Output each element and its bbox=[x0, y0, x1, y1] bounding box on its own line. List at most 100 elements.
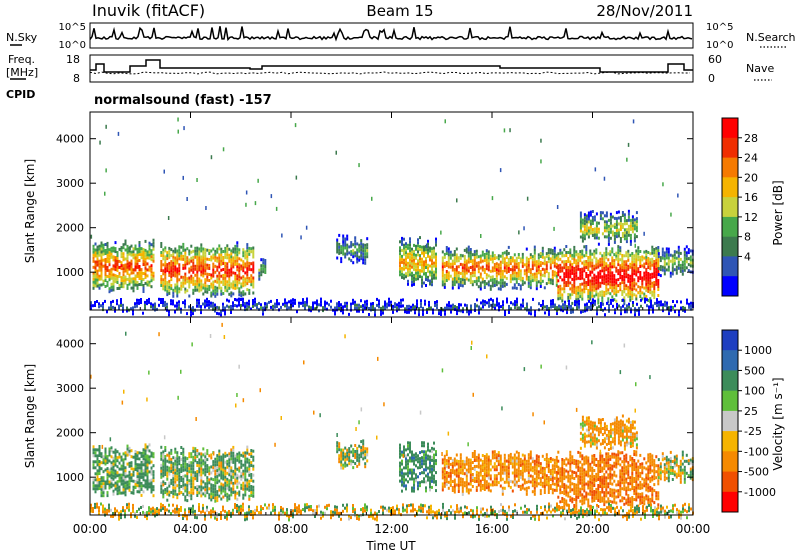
data-cell bbox=[374, 313, 376, 317]
data-cell bbox=[417, 247, 419, 251]
data-cell bbox=[399, 252, 401, 256]
data-cell bbox=[214, 252, 217, 256]
data-cell bbox=[210, 498, 213, 502]
data-cell bbox=[569, 272, 572, 276]
data-cell bbox=[186, 475, 189, 479]
data-cell bbox=[445, 261, 448, 264]
data-cell bbox=[477, 456, 480, 460]
data-cell bbox=[144, 458, 147, 462]
data-cell bbox=[148, 268, 151, 272]
data-cell bbox=[566, 311, 568, 315]
data-cell bbox=[228, 467, 231, 471]
data-cell bbox=[234, 271, 237, 275]
data-cell bbox=[200, 488, 203, 492]
data-cell bbox=[246, 252, 249, 256]
data-cell bbox=[651, 293, 654, 297]
data-cell bbox=[126, 309, 128, 313]
data-cell bbox=[244, 451, 247, 455]
data-cell bbox=[595, 251, 598, 255]
data-cell bbox=[202, 286, 205, 290]
data-cell bbox=[443, 466, 446, 470]
data-cell bbox=[419, 257, 421, 261]
data-cell bbox=[354, 242, 357, 246]
data-cell bbox=[477, 285, 480, 289]
data-cell bbox=[178, 254, 181, 258]
data-cell bbox=[611, 250, 614, 254]
data-cell bbox=[124, 275, 127, 279]
data-cell bbox=[320, 297, 322, 301]
data-cell bbox=[344, 455, 347, 459]
data-cell bbox=[98, 466, 101, 469]
data-cell bbox=[246, 448, 249, 452]
data-cell bbox=[164, 279, 167, 283]
data-cell bbox=[571, 271, 574, 275]
data-cell bbox=[617, 251, 620, 255]
data-cell bbox=[130, 265, 133, 269]
data-cell bbox=[182, 278, 185, 282]
data-cell bbox=[607, 291, 610, 295]
data-cell bbox=[463, 269, 466, 273]
data-cell bbox=[519, 284, 522, 288]
data-cell bbox=[409, 255, 411, 259]
data-cell bbox=[148, 443, 151, 447]
data-cell bbox=[641, 291, 644, 295]
data-cell bbox=[192, 279, 195, 283]
data-cell bbox=[440, 310, 442, 313]
data-cell bbox=[579, 289, 582, 293]
data-cell bbox=[443, 472, 446, 476]
data-cell bbox=[144, 248, 147, 252]
data-cell bbox=[168, 273, 171, 277]
data-cell bbox=[248, 305, 250, 309]
data-cell bbox=[465, 277, 468, 281]
data-cell bbox=[405, 248, 407, 252]
data-cell bbox=[405, 254, 407, 258]
data-cell bbox=[491, 281, 494, 285]
data-cell bbox=[196, 488, 199, 491]
data-cell bbox=[484, 303, 486, 307]
data-cell bbox=[553, 255, 556, 259]
data-cell bbox=[641, 282, 644, 286]
data-cell bbox=[627, 215, 630, 219]
data-cell bbox=[585, 214, 588, 218]
data-cell bbox=[108, 290, 111, 294]
data-cell bbox=[164, 267, 167, 271]
data-cell bbox=[184, 299, 186, 303]
data-cell bbox=[605, 211, 608, 215]
data-cell bbox=[222, 453, 225, 457]
data-cell bbox=[499, 272, 502, 276]
data-cell bbox=[108, 450, 111, 454]
data-cell bbox=[563, 263, 566, 267]
data-cell bbox=[176, 267, 179, 271]
data-cell bbox=[116, 299, 118, 303]
data-cell bbox=[462, 310, 464, 314]
data-cell bbox=[445, 465, 448, 469]
data-cell bbox=[653, 281, 656, 284]
data-cell bbox=[234, 262, 237, 266]
data-cell bbox=[252, 267, 255, 271]
data-cell bbox=[528, 311, 530, 315]
data-cell bbox=[162, 254, 165, 258]
data-cell bbox=[202, 302, 204, 306]
data-cell bbox=[433, 480, 435, 484]
data-cell bbox=[312, 301, 314, 305]
data-cell bbox=[150, 490, 153, 494]
data-cell bbox=[206, 458, 209, 462]
data-cell bbox=[248, 276, 251, 280]
data-cell bbox=[334, 312, 336, 316]
data-cell bbox=[102, 461, 105, 465]
data-cell bbox=[621, 278, 624, 281]
data-cell bbox=[603, 293, 606, 297]
data-cell bbox=[190, 274, 193, 278]
data-cell bbox=[626, 307, 628, 311]
data-cell bbox=[405, 478, 407, 482]
data-cell bbox=[134, 247, 137, 251]
data-cell bbox=[425, 248, 427, 251]
data-cell bbox=[473, 250, 476, 254]
data-cell bbox=[142, 472, 145, 476]
data-cell bbox=[673, 259, 676, 263]
data-cell bbox=[417, 265, 419, 269]
data-cell bbox=[633, 221, 636, 225]
data-cell bbox=[571, 268, 574, 272]
data-cell bbox=[647, 266, 650, 269]
data-cell bbox=[312, 304, 314, 308]
